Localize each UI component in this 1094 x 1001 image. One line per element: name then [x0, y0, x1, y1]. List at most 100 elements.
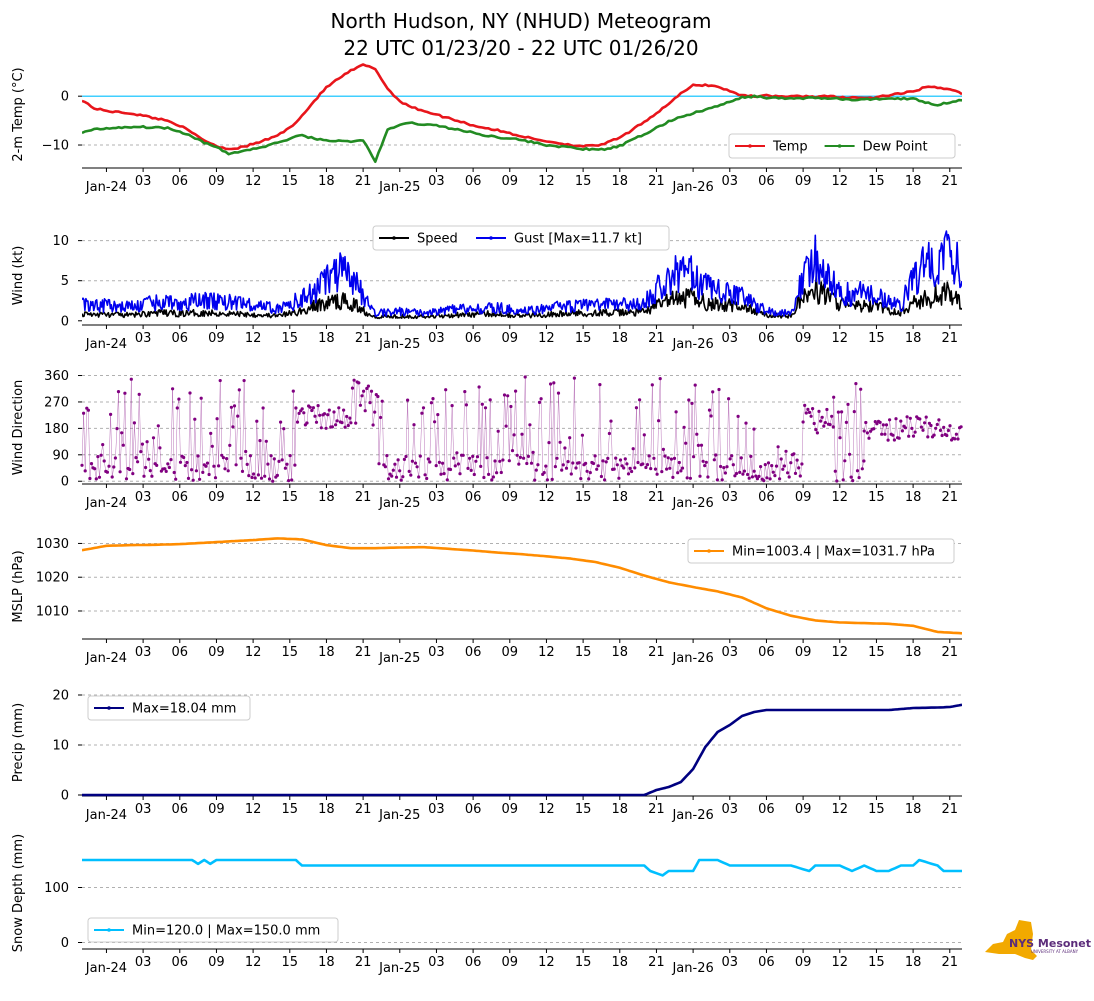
mslp-xtick-label: 15 — [282, 645, 299, 660]
wdir-point — [838, 436, 842, 440]
snow-xtick-label: 18 — [318, 955, 335, 970]
wdir-point — [905, 415, 909, 419]
wdir-point — [466, 466, 470, 470]
wdir-point — [437, 460, 441, 464]
wdir-point — [308, 405, 312, 409]
wdir-point — [591, 461, 596, 466]
wdir-xtick-label: 15 — [868, 490, 885, 505]
wdir-point — [267, 477, 272, 481]
wdir-point — [547, 441, 551, 445]
wdir-point — [612, 467, 616, 471]
temp-xtick-label: 09 — [208, 174, 225, 189]
wdir-xtick-label: 18 — [318, 490, 335, 505]
wdir-point — [736, 414, 740, 418]
wdir-point — [822, 424, 826, 428]
wdir-point — [899, 419, 903, 423]
wdir-point — [585, 469, 589, 473]
wdir-point — [918, 417, 922, 421]
wdir-point — [744, 421, 748, 425]
wdir-point — [823, 421, 828, 425]
wdir-point — [101, 443, 105, 447]
wdir-point — [607, 431, 612, 436]
wdir-point — [264, 439, 268, 443]
wdir-point — [886, 438, 890, 442]
wdir-point — [120, 431, 124, 435]
wdir-point — [406, 398, 410, 402]
mslp-legend-marker — [707, 549, 711, 553]
wdir-point — [322, 412, 327, 416]
wdir-point — [558, 440, 562, 444]
temp-xtick-label: Jan-25 — [378, 180, 420, 195]
wdir-point — [953, 437, 957, 441]
wind-xtick-label: 21 — [942, 331, 959, 346]
wdir-point — [844, 420, 849, 424]
wdir-point — [550, 477, 554, 481]
snow-ytick-label: 0 — [61, 936, 69, 951]
temp-xtick-label: 03 — [135, 174, 152, 189]
wdir-point — [156, 424, 160, 428]
wdir-point — [207, 472, 211, 477]
wdir-point — [204, 464, 208, 468]
wdir-point — [672, 456, 677, 460]
temp-xtick-label: 06 — [172, 174, 189, 189]
mslp-xtick-label: 18 — [905, 645, 922, 660]
wdir-point — [94, 477, 98, 481]
wdir-point — [938, 428, 943, 432]
wdir-point — [828, 423, 832, 427]
wdir-point — [234, 463, 238, 467]
wdir-point — [580, 433, 585, 437]
wdir-point — [131, 472, 135, 476]
wdir-point — [282, 427, 286, 431]
wdir-point — [376, 394, 380, 399]
wdir-point — [472, 472, 476, 477]
mslp-xtick-label: 09 — [502, 645, 519, 660]
wind-xtick-label: 21 — [355, 331, 372, 346]
wdir-point — [722, 466, 726, 470]
temp-xtick-label: 12 — [538, 174, 555, 189]
mslp-ytick-label: 1020 — [36, 571, 69, 586]
precip-xtick-label: 03 — [428, 802, 445, 817]
wdir-point — [346, 423, 350, 428]
wdir-point — [488, 398, 492, 402]
wdir-point — [533, 478, 537, 482]
mslp-xtick-label: 18 — [612, 645, 629, 660]
wdir-point — [210, 444, 214, 448]
wdir-point — [198, 477, 202, 481]
wdir-point — [661, 447, 666, 451]
snow-legend: Min=120.0 | Max=150.0 mm — [87, 917, 339, 943]
wdir-point — [237, 388, 241, 392]
wdir-point — [413, 461, 418, 465]
wind-xtick-label: 09 — [208, 331, 225, 346]
wdir-point — [283, 466, 287, 470]
temp-legend: Temp Dew Point — [728, 133, 956, 159]
mslp-xtick-label: Jan-26 — [671, 651, 713, 666]
wdir-xtick-label: 09 — [208, 490, 225, 505]
wdir-point — [795, 458, 799, 462]
wdir-point — [349, 421, 353, 425]
wdir-point — [360, 394, 364, 398]
mslp-ylabel: MSLP (hPa) — [11, 550, 26, 622]
wdir-point — [401, 475, 405, 479]
mslp-ytick-label: 1030 — [36, 537, 69, 552]
wdir-point — [771, 470, 775, 474]
wdir-point — [703, 464, 707, 468]
wdir-point — [139, 450, 143, 454]
precip-legend-marker — [107, 706, 111, 710]
wdir-point — [830, 414, 834, 418]
wdir-point — [903, 426, 908, 430]
wdir-point — [337, 406, 341, 410]
wind-xtick-label: 06 — [465, 331, 482, 346]
wdir-point — [782, 464, 787, 468]
wdir-point — [134, 456, 138, 460]
wdir-point — [409, 473, 413, 477]
snow-series-snow-depth — [82, 858, 962, 877]
temp-legend-marker — [837, 144, 842, 148]
wdir-point — [379, 415, 383, 420]
wdir-point — [725, 465, 729, 469]
wdir-point — [692, 455, 696, 459]
wdir-xtick-label: 03 — [135, 490, 152, 505]
wdir-point — [340, 421, 344, 425]
wdir-point — [256, 473, 260, 477]
